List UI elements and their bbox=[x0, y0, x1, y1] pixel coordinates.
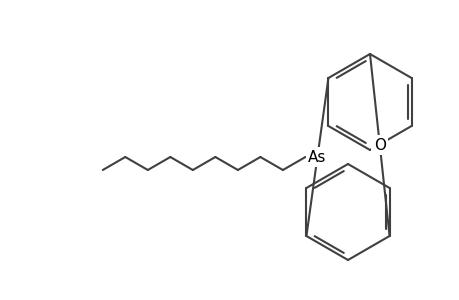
Text: As: As bbox=[308, 149, 326, 164]
Text: O: O bbox=[373, 137, 385, 152]
